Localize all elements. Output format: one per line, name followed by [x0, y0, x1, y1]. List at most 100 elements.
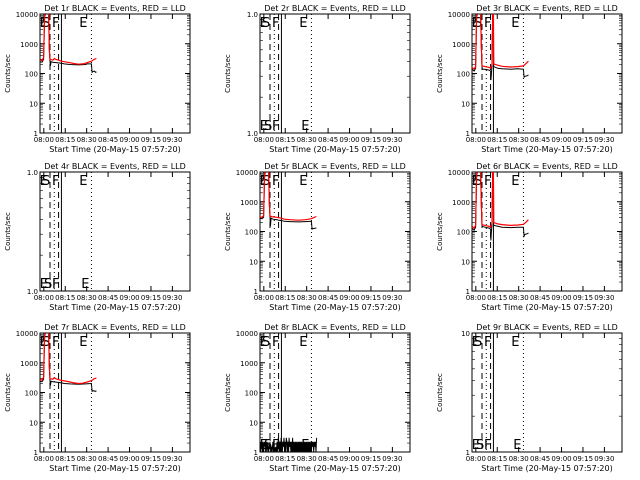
- event-marker-label: E: [299, 174, 307, 189]
- event-marker-label: E: [299, 16, 307, 31]
- x-tick-label: 09:30: [382, 294, 402, 302]
- x-tick-label: 09:00: [551, 294, 571, 302]
- y-axis-label: Counts/sec: [4, 54, 12, 93]
- panel-title: Det 3r BLACK = Events, RED = LLD: [476, 4, 618, 13]
- event-marker-label: E: [472, 335, 480, 350]
- event-marker-label: E: [40, 277, 48, 292]
- event-marker-label: S: [476, 438, 484, 453]
- event-marker-label: F: [484, 174, 491, 189]
- y-tick-label: 100: [457, 229, 470, 237]
- plot-frame: [471, 13, 623, 134]
- y-tick-label: 1: [254, 288, 258, 296]
- y-tick-label: 10: [461, 258, 470, 266]
- event-marker-label: E: [260, 16, 268, 31]
- y-tick-label: 1: [466, 130, 470, 138]
- event-marker-label: E: [81, 277, 89, 292]
- x-axis-label: Start Time (20-May-15 07:57:20): [269, 464, 400, 473]
- x-tick-label: 08:30: [297, 136, 317, 144]
- event-marker-label: F: [272, 174, 279, 189]
- event-marker-label: S: [262, 16, 270, 31]
- y-axis-label: Counts/sec: [436, 212, 444, 251]
- y-tick-label: 10: [461, 330, 470, 338]
- y-tick-label: 10: [249, 258, 258, 266]
- x-tick-label: 08:15: [275, 136, 295, 144]
- y-tick-label: 1.0: [247, 130, 258, 138]
- event-marker-label: S: [474, 335, 482, 350]
- detector-panel-9: Det 9r BLACK = Events, RED = LLD 1 10 08:00…: [436, 323, 623, 473]
- y-tick-label: 1000: [240, 360, 258, 368]
- y-axis-label: Counts/sec: [4, 212, 12, 251]
- detector-panel-2: Det 2r BLACK = Events, RED = LLD1.01.008…: [224, 4, 411, 154]
- events-series-line: [260, 172, 317, 230]
- y-tick-label: 10000: [16, 11, 38, 19]
- x-tick-label: 09:00: [119, 455, 139, 463]
- plot-frame: [259, 171, 411, 292]
- y-tick-label: 1000: [240, 199, 258, 207]
- y-tick-label: 1000: [452, 41, 470, 49]
- panel-title: Det 5r BLACK = Events, RED = LLD: [264, 162, 406, 171]
- x-tick-label: 08:30: [509, 136, 529, 144]
- x-tick-label: 08:15: [55, 136, 75, 144]
- x-tick-label: 08:45: [98, 294, 118, 302]
- plot-frame: [39, 171, 191, 292]
- events-series-line: [472, 14, 529, 81]
- y-tick-label: 1.0: [27, 288, 38, 296]
- event-marker-label: S: [262, 174, 270, 189]
- x-tick-label: 08:30: [77, 455, 97, 463]
- event-marker-label: S: [42, 16, 50, 31]
- x-tick-label: 09:00: [339, 136, 359, 144]
- x-tick-label: 09:00: [119, 294, 139, 302]
- x-axis-label: Start Time (20-May-15 07:57:20): [269, 145, 400, 154]
- detector-panel-3: Det 3r BLACK = Events, RED = LLD 1 10 100 10…: [436, 4, 623, 154]
- panel-title: Det 1r BLACK = Events, RED = LLD: [44, 4, 186, 13]
- x-axis-label: Start Time (20-May-15 07:57:20): [481, 145, 612, 154]
- x-axis-label: Start Time (20-May-15 07:57:20): [49, 303, 180, 312]
- x-tick-label: 09:15: [573, 294, 593, 302]
- x-tick-label: 09:30: [162, 455, 182, 463]
- event-marker-label: E: [301, 119, 309, 134]
- x-tick-label: 08:15: [275, 294, 295, 302]
- panel-title: Det 6r BLACK = Events, RED = LLD: [476, 162, 618, 171]
- x-tick-label: 08:30: [297, 294, 317, 302]
- detector-panel-8: Det 8r BLACK = Events, RED = LLD 1 10 100 10…: [224, 323, 411, 473]
- event-marker-label: S: [474, 16, 482, 31]
- y-tick-label: 10000: [16, 330, 38, 338]
- y-tick-label: 10000: [448, 169, 470, 177]
- x-tick-label: 08:00: [34, 136, 54, 144]
- y-tick-label: 100: [245, 229, 258, 237]
- y-tick-label: 10: [29, 100, 38, 108]
- event-marker-label: E: [260, 335, 268, 350]
- event-marker-label: S: [474, 174, 482, 189]
- x-tick-label: 09:00: [551, 136, 571, 144]
- detector-panel-6: Det 6r BLACK = Events, RED = LLD 1 10 100 10…: [436, 162, 623, 312]
- x-tick-label: 09:30: [382, 136, 402, 144]
- x-tick-label: 09:15: [573, 455, 593, 463]
- x-tick-label: 08:00: [466, 136, 486, 144]
- x-tick-label: 08:15: [487, 136, 507, 144]
- x-tick-label: 08:00: [466, 455, 486, 463]
- x-tick-label: 08:45: [530, 455, 550, 463]
- y-tick-label: 1: [34, 449, 38, 457]
- lld-series-line: [260, 172, 317, 221]
- panel-title: Det 7r BLACK = Events, RED = LLD: [44, 323, 186, 332]
- lld-series-line: [40, 14, 97, 65]
- y-tick-label: 1.0: [27, 169, 38, 177]
- y-tick-label: 100: [245, 390, 258, 398]
- y-axis-label: Counts/sec: [224, 373, 232, 412]
- x-axis-label: Start Time (20-May-15 07:57:20): [481, 303, 612, 312]
- x-tick-label: 08:00: [254, 455, 274, 463]
- y-tick-label: 100: [25, 390, 38, 398]
- event-marker-label: E: [79, 16, 87, 31]
- x-tick-label: 09:15: [361, 455, 381, 463]
- y-tick-label: 1000: [20, 41, 38, 49]
- event-marker-label: F: [52, 174, 59, 189]
- event-marker-label: S: [42, 335, 50, 350]
- x-tick-label: 09:00: [119, 136, 139, 144]
- panel-title: Det 8r BLACK = Events, RED = LLD: [264, 323, 406, 332]
- event-marker-label: S: [262, 335, 270, 350]
- event-marker-label: F: [484, 335, 491, 350]
- y-tick-label: 1: [254, 449, 258, 457]
- event-marker-label: E: [511, 335, 519, 350]
- y-axis-label: Counts/sec: [224, 212, 232, 251]
